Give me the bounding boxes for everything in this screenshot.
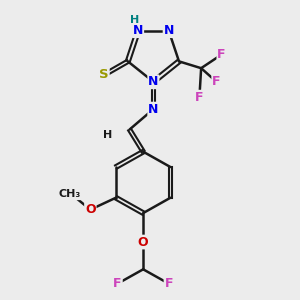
Text: N: N <box>148 75 159 88</box>
Text: H: H <box>130 15 139 25</box>
Text: O: O <box>85 203 96 216</box>
Text: N: N <box>148 103 159 116</box>
Text: F: F <box>113 277 122 290</box>
Text: S: S <box>99 68 109 82</box>
Text: F: F <box>217 48 226 61</box>
Text: O: O <box>138 236 148 248</box>
Text: F: F <box>164 277 173 290</box>
Text: CH₃: CH₃ <box>59 189 81 199</box>
Text: N: N <box>164 24 174 37</box>
Text: F: F <box>212 75 221 88</box>
Text: H: H <box>103 130 112 140</box>
Text: N: N <box>133 24 143 37</box>
Text: F: F <box>195 91 204 104</box>
